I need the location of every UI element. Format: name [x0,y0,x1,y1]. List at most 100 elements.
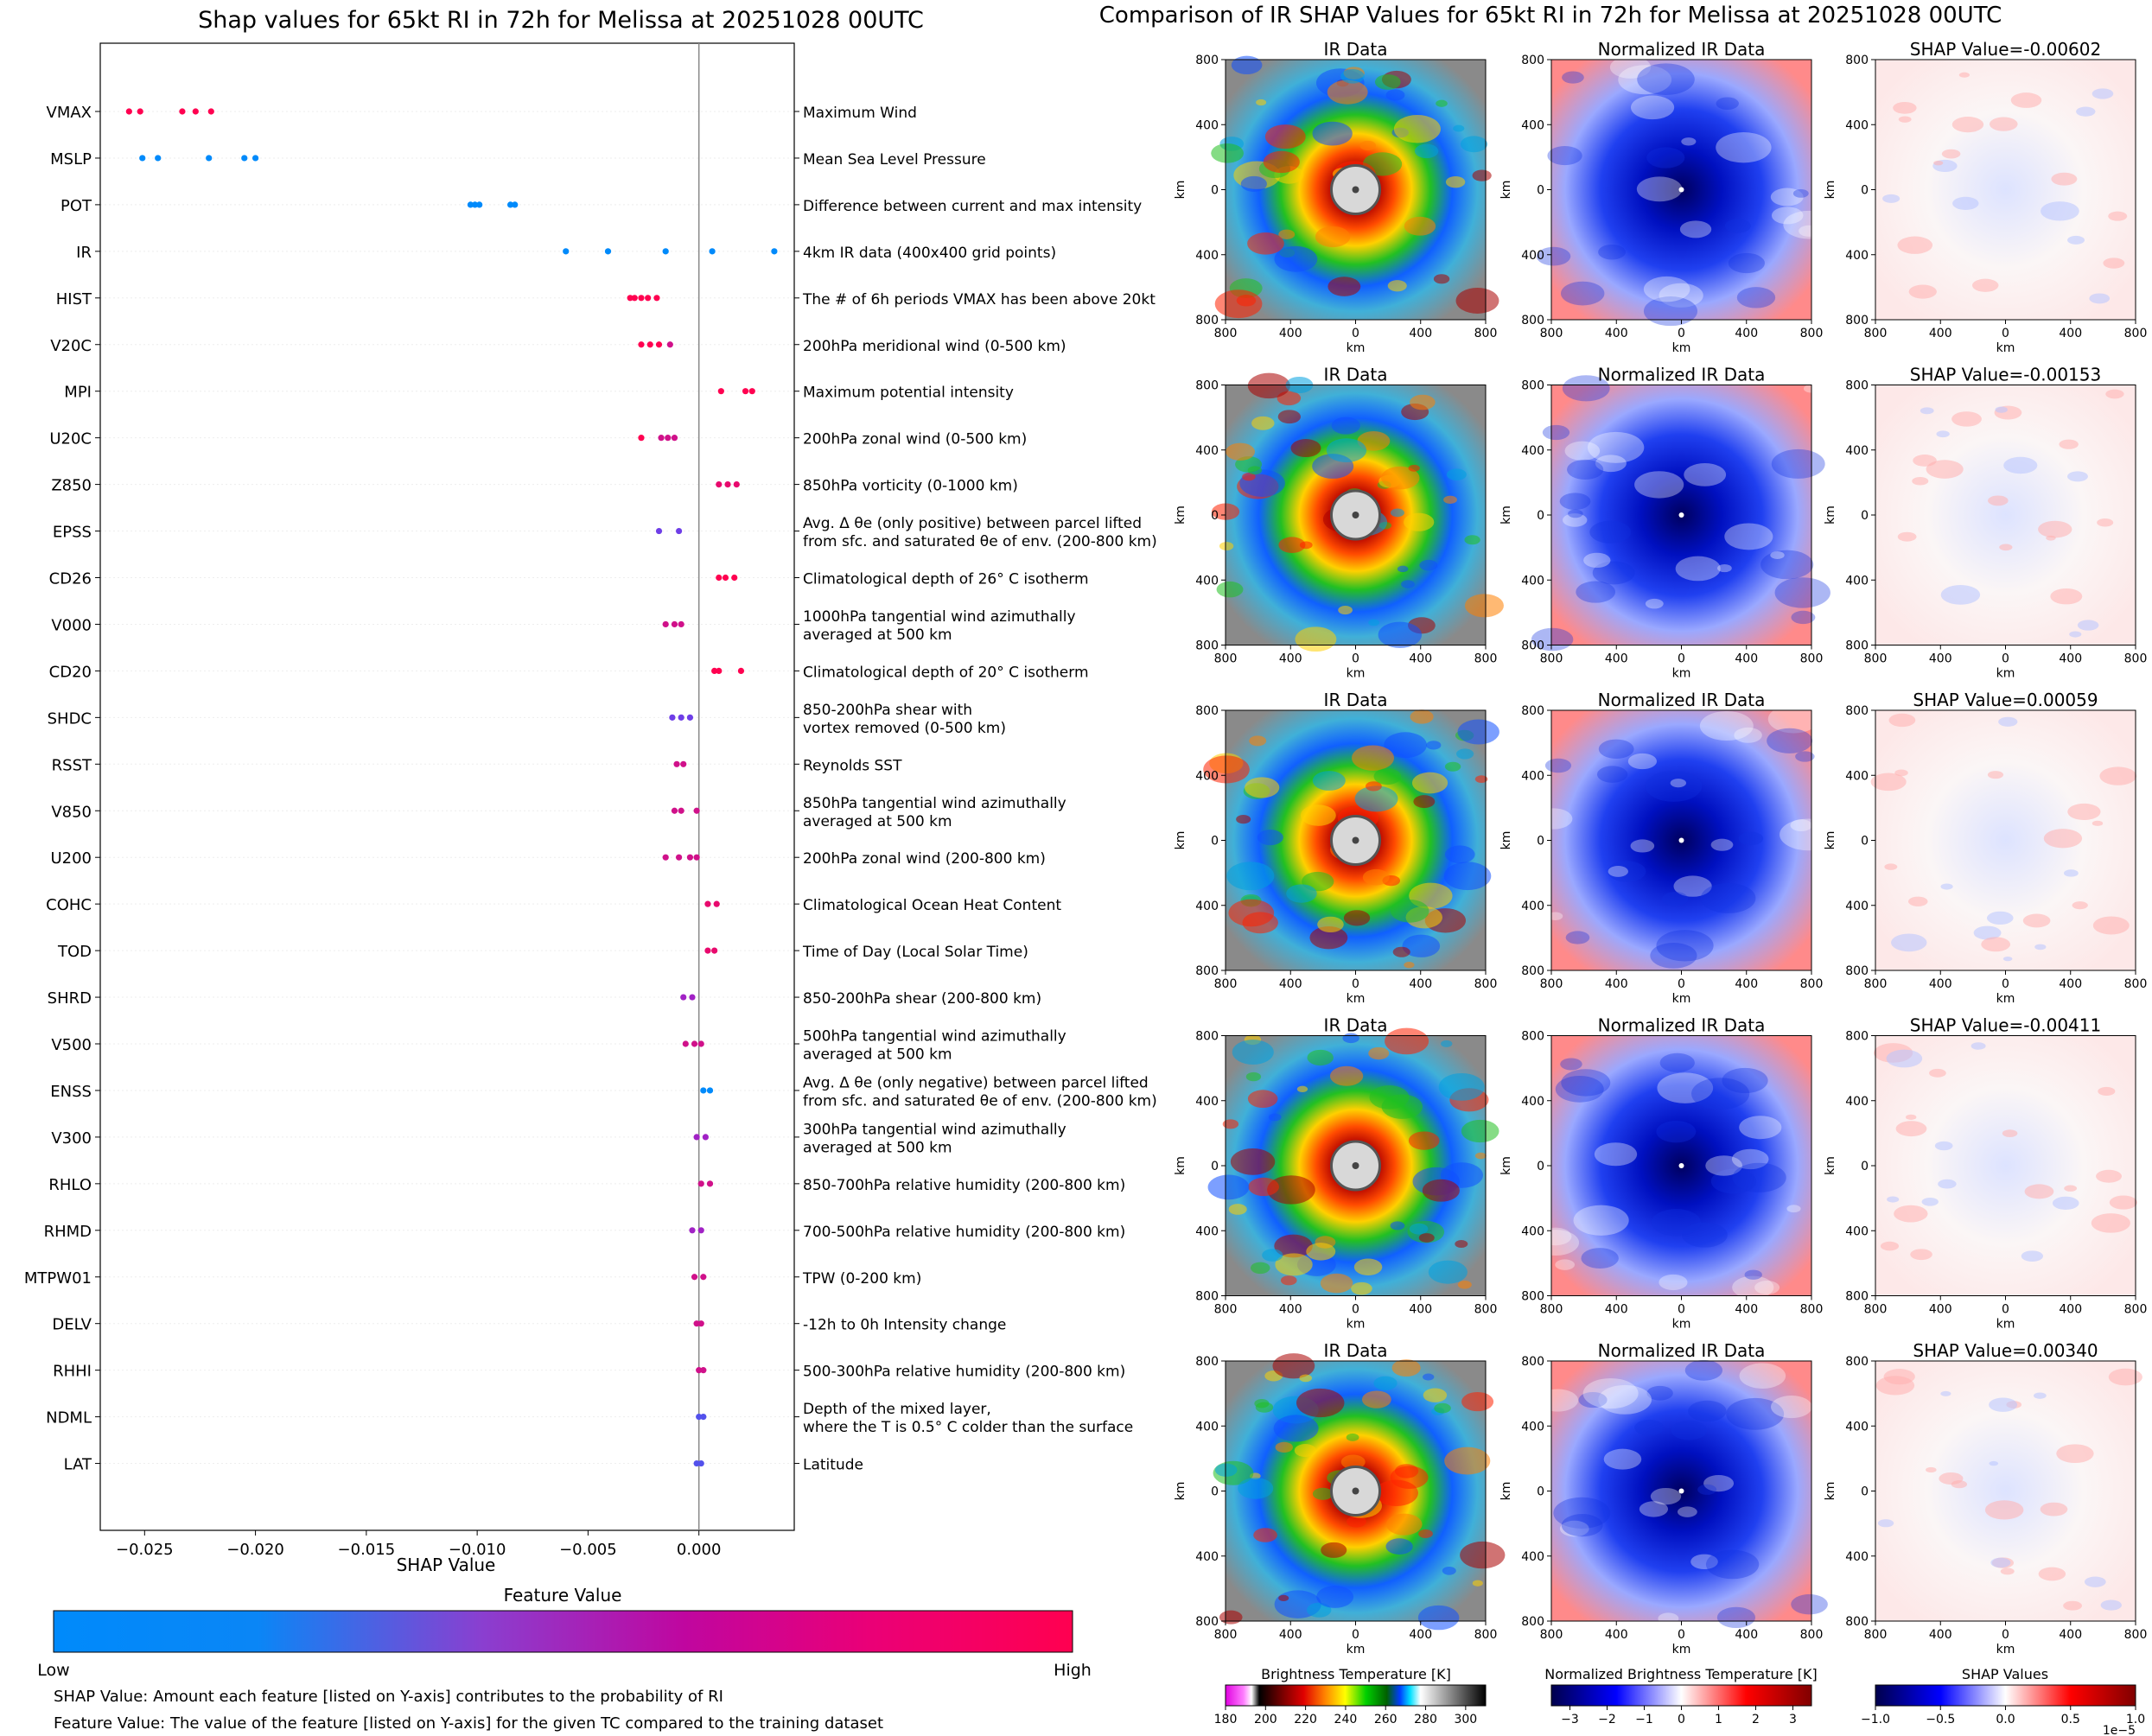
feature-code-label: U20C [49,430,92,448]
x-tick-label: 800 [1864,977,1888,991]
x-tick-label: 0 [1352,977,1359,991]
cloud-blob [1561,1514,1603,1537]
storm-center [1352,512,1359,518]
y-tick-label: 800 [1195,1355,1219,1369]
right-panel-title: Comparison of IR SHAP Values for 65kt RI… [1099,3,2002,29]
cloud-blob [1245,1071,1262,1082]
cloud-blob [1320,1273,1353,1294]
feature-description: 850hPa vorticity (0-1000 km) [803,478,1018,495]
shap-point [125,108,132,115]
cloud-blob [1418,1233,1435,1243]
cloud-blob [1312,121,1353,146]
shap-point [155,155,162,162]
feature-code-label: EPSS [53,524,92,542]
cloud-blob [1662,891,1689,906]
feature-description: Maximum potential intensity [803,385,1014,402]
cloud-blob [1760,550,1814,580]
shap-patch [1887,1196,1900,1203]
y-axis-label: km [1824,831,1837,850]
cloud-blob [1780,818,1838,851]
cloud-blob [1280,1275,1297,1286]
y-tick-label: 400 [1845,118,1869,132]
x-tick-label: 400 [2059,1303,2082,1317]
y-tick-label: 0 [1861,184,1869,198]
cloud-blob [1464,535,1480,545]
shap-point [702,1134,709,1141]
cb-tick-label: 280 [1414,1713,1437,1726]
x-tick-label: 800 [1474,327,1498,340]
cloud-blob [1726,1397,1785,1430]
y-tick-label: 800 [1521,704,1544,718]
panel-title-ir: IR Data [1324,1340,1388,1361]
cloud-blob [1274,1234,1313,1258]
cloud-blob [1219,1610,1243,1625]
x-tick-label: 800 [2124,327,2148,340]
shap-patch [1891,933,1927,952]
cloud-blob [1651,1209,1702,1237]
cloud-blob [1682,1222,1728,1248]
cloud-blob [1690,1554,1718,1570]
cloud-blob [1321,1542,1347,1558]
feature-description: 200hPa meridional wind (0-500 km) [803,338,1066,355]
cloud-blob [1744,1269,1762,1280]
cloud-blob [1417,1605,1460,1631]
cloud-blob [1251,416,1275,430]
shap-patch [2024,1184,2054,1199]
cloud-blob [1338,606,1353,615]
cloud-blob [1374,74,1401,90]
y-tick-label: 400 [1521,118,1544,132]
shap-patch [2003,456,2038,474]
cloud-blob [1327,79,1368,105]
cloud-blob [1404,512,1435,531]
feature-code-label: MTPW01 [24,1269,92,1288]
cloud-blob [1677,1506,1697,1517]
shap-patch [1952,196,1979,210]
shap-patch [2099,766,2137,785]
cloud-blob [1547,145,1582,166]
cloud-blob [1278,537,1306,553]
shap-point [671,807,678,814]
shap-point [662,248,669,255]
shap-point [697,1227,704,1234]
shap-point [658,435,665,442]
cloud-blob [1705,1155,1743,1176]
shap-patch [2010,92,2042,108]
feature-description: where the T is 0.5° C colder than the su… [803,1419,1133,1436]
shap-patch [2059,439,2079,449]
x-tick-label: 0 [1352,1628,1359,1642]
shap-point [673,760,680,767]
cloud-blob [1286,884,1317,903]
shap-point [700,1274,707,1281]
feature-description: 200hPa zonal wind (0-500 km) [803,431,1027,448]
y-tick-label: 400 [1845,1224,1869,1238]
cloud-blob [1722,1067,1768,1094]
cloud-blob [1247,232,1284,255]
y-tick-label: 400 [1521,900,1544,913]
shap-patch [1888,713,1916,728]
cloud-blob [1428,1260,1468,1284]
cb-tick-label: 260 [1374,1713,1398,1726]
y-tick-label: 0 [1861,509,1869,523]
cloud-blob [1236,815,1251,824]
shap-point [638,295,645,302]
cloud-blob [1316,1586,1354,1608]
cloud-blob [1257,830,1283,846]
y-tick-label: 400 [1521,769,1544,783]
shap-point [646,341,653,348]
cloud-blob [1214,1463,1238,1477]
x-tick-label: −0.025 [116,1541,174,1559]
left-x-axis-label: SHAP Value [397,1555,496,1575]
shap-patch [2064,1185,2078,1192]
cloud-blob [1578,1391,1608,1409]
feature-code-label: U200 [50,849,92,868]
x-tick-label: 0 [2002,1303,2009,1317]
x-tick-label: 400 [1735,652,1758,666]
x-tick-label: 800 [1474,977,1498,991]
cloud-blob [1414,143,1439,159]
cloud-blob [1228,899,1275,927]
y-tick-label: 800 [1845,1615,1869,1629]
y-tick-label: 0 [1211,509,1219,523]
shap-patch [2067,235,2085,245]
feature-code-label: VMAX [47,104,92,122]
